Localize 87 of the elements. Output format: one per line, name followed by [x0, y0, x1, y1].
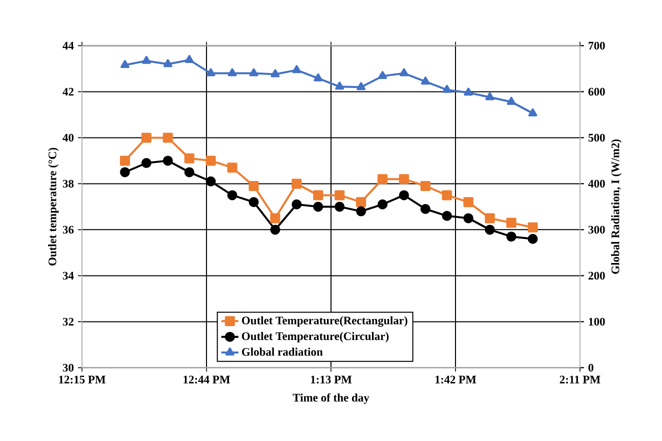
point	[528, 108, 538, 116]
point	[248, 180, 259, 191]
y2-tick-label: 500	[588, 134, 605, 142]
point	[162, 156, 173, 166]
point	[528, 234, 538, 244]
point	[270, 213, 280, 224]
x-tick-label: 12:15 PM	[59, 376, 106, 384]
point	[206, 176, 216, 186]
point	[270, 69, 280, 78]
point	[163, 59, 172, 68]
point	[398, 190, 409, 200]
y2-tick-label: 200	[588, 272, 605, 280]
legend-label: Outlet Temperature(Circular)	[242, 332, 389, 342]
point	[249, 68, 258, 76]
point	[506, 218, 516, 228]
point	[420, 204, 430, 214]
point	[120, 60, 130, 68]
point	[228, 68, 237, 76]
point	[334, 190, 345, 200]
point	[248, 197, 259, 208]
point	[378, 199, 388, 210]
legend-label: Outlet Temperature(Rectangular)	[242, 316, 408, 327]
point	[314, 73, 323, 82]
point	[442, 190, 452, 200]
point	[334, 202, 345, 212]
x-tick-label: 2:11 PM	[560, 376, 600, 384]
point	[356, 206, 366, 216]
point	[506, 96, 516, 105]
point	[120, 156, 130, 166]
point	[464, 88, 473, 96]
point	[184, 54, 194, 63]
point	[270, 224, 280, 235]
x-tick-label: 1:13 PM	[311, 376, 352, 384]
point	[398, 174, 409, 184]
point	[420, 76, 430, 85]
point	[313, 190, 324, 200]
point	[227, 162, 238, 173]
y-tick-label: 40	[62, 134, 74, 142]
y2-tick-label: 300	[588, 226, 605, 234]
y2-tick-label: 400	[588, 180, 605, 188]
x-axis-title: Time of the day	[292, 393, 370, 404]
point	[313, 202, 324, 212]
point	[485, 92, 494, 100]
y-tick-label: 36	[62, 226, 74, 234]
point	[335, 82, 344, 90]
point	[141, 132, 152, 143]
legend-label: Global radiation	[242, 348, 323, 356]
point	[463, 197, 474, 208]
y-axis-title: Outlet temperature (°C)	[48, 148, 59, 266]
point	[400, 68, 408, 76]
point	[378, 174, 388, 184]
point	[378, 71, 387, 80]
y-tick-label: 32	[62, 318, 74, 326]
point	[484, 213, 495, 224]
point	[292, 199, 302, 210]
point	[442, 210, 452, 221]
point	[206, 156, 216, 166]
y-tick-label: 42	[62, 88, 74, 96]
point	[142, 56, 151, 64]
x-tick-label: 1:42 PM	[436, 376, 476, 384]
point	[120, 167, 130, 178]
point	[420, 180, 430, 191]
point	[206, 68, 216, 76]
point	[292, 65, 302, 74]
point	[141, 158, 152, 168]
point	[442, 84, 452, 93]
point	[484, 224, 495, 235]
y-tick-label: 38	[62, 180, 74, 188]
point	[356, 197, 366, 208]
point	[184, 153, 194, 164]
x-tick-label: 12:44 PM	[184, 376, 230, 384]
y-tick-label: 34	[62, 272, 74, 280]
point	[292, 178, 302, 189]
point	[506, 232, 516, 242]
y-tick-label: 44	[62, 42, 74, 50]
point	[463, 213, 474, 224]
point	[184, 167, 194, 178]
y2-axis-title: Global Radiation, I (W/m2)	[611, 139, 622, 274]
point	[356, 82, 366, 90]
point	[528, 222, 538, 232]
y2-tick-label: 700	[588, 42, 605, 50]
y-tick-label: 30	[62, 364, 74, 372]
point	[162, 132, 173, 143]
y2-tick-label: 600	[588, 88, 605, 96]
point	[227, 190, 238, 200]
y2-tick-label: 100	[588, 318, 605, 326]
y2-tick-label: 0	[588, 364, 594, 372]
